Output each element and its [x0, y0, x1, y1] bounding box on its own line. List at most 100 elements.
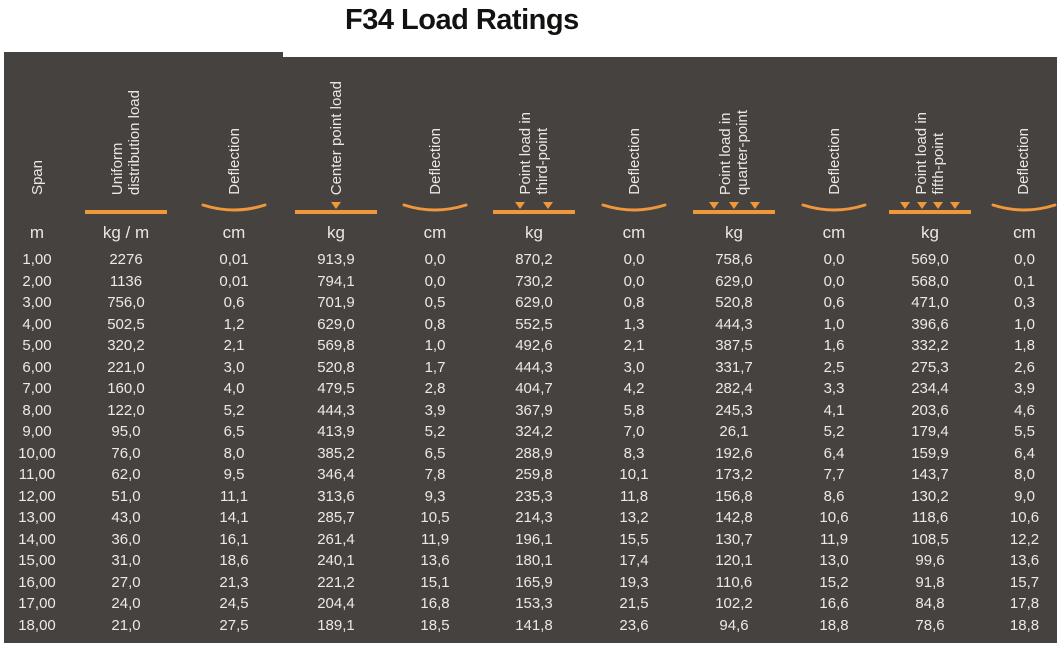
table-cell: 367,9 [515, 401, 553, 419]
table-cell: 180,1 [515, 552, 553, 570]
column-label-line: Deflection [825, 128, 843, 195]
table-top-step [4, 52, 283, 59]
table-cell: 2,8 [424, 380, 446, 398]
page-title: F34 Load Ratings [345, 4, 579, 36]
column-label: Uniform distribution load [109, 90, 143, 195]
unit-defl3: cm [622, 223, 646, 242]
load-arrow-icon [949, 202, 960, 209]
column-label: Deflection [427, 128, 444, 195]
column-label: Point load in quarter-point [717, 110, 751, 195]
table-row: 5,00 320,2 2,1 569,8 1,0 492,6 2,1 387,5 1,6 332,… [4, 335, 1057, 357]
table-cell: 12,2 [1009, 530, 1040, 548]
column-header-quarter: Point load in quarter-point [684, 57, 784, 197]
table-cell: 0,0 [823, 251, 845, 269]
column-label-line: Deflection [225, 128, 243, 195]
column-icon-cell [484, 197, 584, 217]
table-cell: 0,01 [219, 272, 249, 290]
column-label: Center point load [328, 81, 345, 195]
column-icon-cell [286, 197, 386, 217]
table-row: 6,00 221,0 3,0 520,8 1,7 444,3 3,0 331,7 2,5 275,… [4, 357, 1057, 379]
table-cell: 21,0 [111, 616, 141, 634]
column-label-line: Span [28, 159, 46, 195]
table-cell: 17,4 [619, 552, 649, 570]
table-cell: 6,00 [22, 358, 52, 376]
uniform-load-icon [85, 198, 167, 214]
unit-defl2: cm [423, 223, 447, 242]
load-arrow-icon [749, 202, 760, 209]
table-row: 1,00 2276 0,01 913,9 0,0 870,2 0,0 758,6 0,0 569,… [4, 249, 1057, 271]
table-cell: 18,8 [1009, 616, 1040, 634]
table-cell: 13,6 [420, 552, 450, 570]
column-label-line: Center point load [327, 80, 345, 195]
beam-bar-icon [295, 210, 377, 214]
table-cell: 21,5 [619, 595, 649, 613]
table-cell: 221,2 [317, 573, 355, 591]
table-cell: 0,1 [1014, 272, 1035, 290]
table-cell: 552,5 [515, 315, 553, 333]
table-cell: 234,4 [911, 380, 949, 398]
table-cell: 16,6 [819, 595, 849, 613]
table-cell: 159,9 [911, 444, 949, 462]
table-cell: 102,2 [715, 595, 753, 613]
column-icon-cell [584, 197, 684, 217]
table-cell: 18,5 [420, 616, 450, 634]
table-cell: 142,8 [715, 509, 753, 527]
table-cell: 3,9 [1014, 380, 1035, 398]
table-cell: 913,9 [317, 251, 355, 269]
column-header-defl1: Deflection [182, 57, 286, 197]
table-row: 9,00 95,0 6,5 413,9 5,2 324,2 7,0 26,1 5,2 179,4 5… [4, 421, 1057, 443]
table-cell: 122,0 [107, 401, 145, 419]
table-cell: 870,2 [515, 251, 553, 269]
table-cell: 0,5 [424, 294, 446, 312]
table-row: 3,00 756,0 0,6 701,9 0,5 629,0 0,8 520,8 0,6 471,… [4, 292, 1057, 314]
table-cell: 1,2 [223, 315, 245, 333]
table-cell: 5,2 [424, 423, 446, 441]
table-row: 17,00 24,0 24,5 204,4 16,8 153,3 21,5 102,2 16,6… [4, 593, 1057, 615]
unit-span: m [29, 223, 45, 242]
table-cell: 156,8 [715, 487, 753, 505]
table-cell: 43,0 [111, 509, 141, 527]
table-cell: 95,0 [111, 423, 141, 441]
table-cell: 51,0 [111, 487, 141, 505]
table-cell: 16,1 [219, 530, 249, 548]
table-cell: 5,2 [223, 401, 245, 419]
load-arrow-icon [515, 202, 526, 209]
table-cell: 5,5 [1014, 423, 1035, 441]
table-cell: 13,6 [1009, 552, 1040, 570]
table-cell: 78,6 [915, 616, 945, 634]
table-cell: 2,1 [623, 337, 645, 355]
column-label-line: Point load in [717, 112, 734, 195]
deflection-curve-icon [201, 203, 267, 212]
column-header-center: Center point load [286, 57, 386, 197]
column-label-line: Uniform [109, 142, 126, 195]
table-cell: 203,6 [911, 401, 949, 419]
table-cell: 15,7 [1009, 573, 1040, 591]
table-cell: 320,2 [107, 337, 145, 355]
table-cell: 173,2 [715, 466, 753, 484]
table-cell: 9,3 [424, 487, 446, 505]
table-cell: 6,4 [1014, 444, 1035, 462]
table-cell: 9,00 [22, 423, 52, 441]
table-row: 15,00 31,0 18,6 240,1 13,6 180,1 17,4 120,1 13,0… [4, 550, 1057, 572]
table-cell: 15,5 [619, 530, 649, 548]
table-cell: 629,0 [715, 272, 753, 290]
table-cell: 444,3 [317, 401, 355, 419]
table-cell: 8,00 [22, 401, 52, 419]
table-row: 13,00 43,0 14,1 285,7 10,5 214,3 13,2 142,8 10,6… [4, 507, 1057, 529]
table-cell: 4,0 [223, 380, 245, 398]
table-cell: 479,5 [317, 380, 355, 398]
table-cell: 179,4 [911, 423, 949, 441]
unit-quarter: kg [725, 223, 743, 242]
table-cell: 701,9 [317, 294, 355, 312]
table-cell: 143,7 [911, 466, 949, 484]
table-cell: 1,6 [823, 337, 845, 355]
table-cell: 235,3 [515, 487, 553, 505]
table-cell: 240,1 [317, 552, 355, 570]
table-cell: 502,5 [107, 315, 145, 333]
column-icon-cell [884, 197, 976, 217]
column-label-line: Point load in [517, 112, 534, 195]
table-cell: 2,1 [223, 337, 245, 355]
load-arrow-icon [708, 202, 719, 209]
table-cell: 629,0 [515, 294, 553, 312]
table-cell: 108,5 [911, 530, 949, 548]
